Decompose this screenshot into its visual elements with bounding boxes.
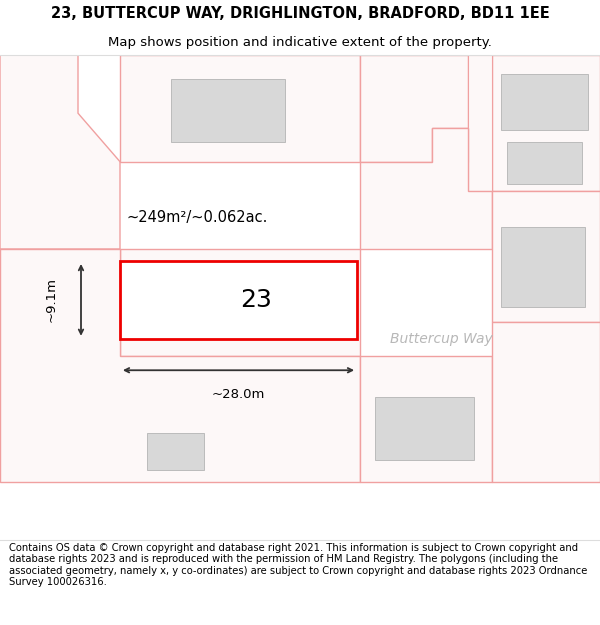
Text: Contains OS data © Crown copyright and database right 2021. This information is : Contains OS data © Crown copyright and d… <box>9 542 587 588</box>
Text: Buttercup Way: Buttercup Way <box>389 332 493 346</box>
Bar <box>375 397 474 460</box>
Polygon shape <box>360 356 492 482</box>
Polygon shape <box>492 55 600 191</box>
Bar <box>507 142 582 184</box>
Text: Map shows position and indicative extent of the property.: Map shows position and indicative extent… <box>108 36 492 49</box>
Text: ~28.0m: ~28.0m <box>212 388 265 401</box>
Polygon shape <box>492 191 600 322</box>
Polygon shape <box>120 55 360 162</box>
Bar <box>171 79 285 142</box>
Text: ~249m²/~0.062ac.: ~249m²/~0.062ac. <box>126 210 268 225</box>
Polygon shape <box>0 55 120 249</box>
Bar <box>120 261 357 339</box>
Text: 23, BUTTERCUP WAY, DRIGHLINGTON, BRADFORD, BD11 1EE: 23, BUTTERCUP WAY, DRIGHLINGTON, BRADFOR… <box>50 6 550 21</box>
Polygon shape <box>120 249 360 356</box>
Polygon shape <box>432 55 492 191</box>
Polygon shape <box>360 55 468 162</box>
Polygon shape <box>492 322 600 482</box>
Bar <box>147 433 204 469</box>
Polygon shape <box>360 127 492 249</box>
Bar <box>501 74 588 130</box>
Bar <box>501 227 585 308</box>
Text: 23: 23 <box>241 288 272 312</box>
Polygon shape <box>0 249 360 482</box>
Text: ~9.1m: ~9.1m <box>44 278 58 322</box>
